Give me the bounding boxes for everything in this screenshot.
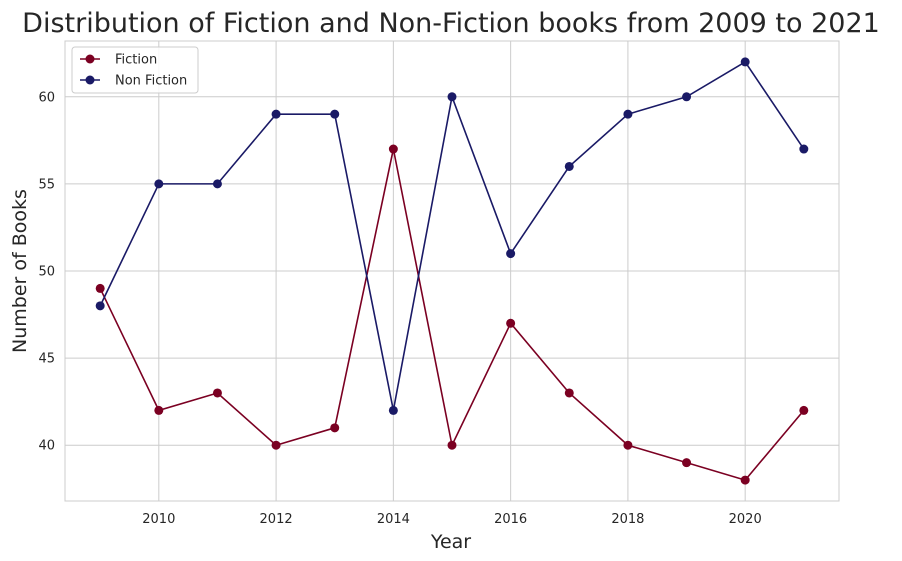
data-point-non-fiction <box>95 301 105 311</box>
data-point-non-fiction <box>799 144 809 154</box>
x-tick-label: 2012 <box>260 512 293 527</box>
data-point-fiction <box>740 475 750 485</box>
y-tick-label: 40 <box>38 439 55 454</box>
y-axis-label: Number of Books <box>9 189 31 353</box>
x-tick-label: 2018 <box>611 512 644 527</box>
y-tick-label: 45 <box>38 352 55 367</box>
legend-box <box>71 46 199 94</box>
data-point-non-fiction <box>506 249 516 259</box>
data-point-fiction <box>799 405 809 415</box>
grid <box>65 41 839 501</box>
plot-area <box>64 40 840 502</box>
data-point-non-fiction <box>271 109 281 119</box>
x-axis-label: Year <box>430 531 471 553</box>
y-tick-label: 55 <box>38 177 55 192</box>
series-fiction <box>95 144 809 485</box>
x-tick-label: 2014 <box>377 512 410 527</box>
data-point-fiction <box>330 423 340 433</box>
data-point-non-fiction <box>564 161 574 171</box>
data-point-non-fiction <box>623 109 633 119</box>
legend-marker-fiction <box>85 54 95 64</box>
data-point-non-fiction <box>447 92 457 102</box>
data-point-fiction <box>447 440 457 450</box>
x-tick-label: 2010 <box>142 512 175 527</box>
y-tick-label: 60 <box>38 90 55 105</box>
data-point-fiction <box>506 318 516 328</box>
data-point-non-fiction <box>154 179 164 189</box>
data-point-fiction <box>271 440 281 450</box>
data-point-non-fiction <box>740 57 750 67</box>
x-tick-label: 2016 <box>494 512 527 527</box>
data-point-fiction <box>564 388 574 398</box>
data-point-fiction <box>212 388 222 398</box>
legend-label-non-fiction: Non Fiction <box>115 74 187 89</box>
series <box>95 57 809 485</box>
x-tick-label: 2020 <box>729 512 762 527</box>
data-point-fiction <box>95 283 105 293</box>
chart-title: Distribution of Fiction and Non-Fiction … <box>22 8 880 39</box>
data-point-non-fiction <box>682 92 692 102</box>
data-point-fiction <box>623 440 633 450</box>
data-point-fiction <box>154 405 164 415</box>
legend-label-fiction: Fiction <box>115 53 157 68</box>
series-non-fiction <box>95 57 809 415</box>
data-point-non-fiction <box>330 109 340 119</box>
y-tick-label: 50 <box>38 265 55 280</box>
data-point-fiction <box>388 144 398 154</box>
tick-labels: 2010 2012 2014 2016 2018 2020 40 45 50 55 60 <box>38 90 761 527</box>
data-point-fiction <box>682 458 692 468</box>
data-point-non-fiction <box>212 179 222 189</box>
legend-marker-non-fiction <box>85 75 95 85</box>
series-line-fiction <box>99 148 805 482</box>
legend: Fiction Non Fiction <box>71 46 199 94</box>
data-point-non-fiction <box>388 405 398 415</box>
